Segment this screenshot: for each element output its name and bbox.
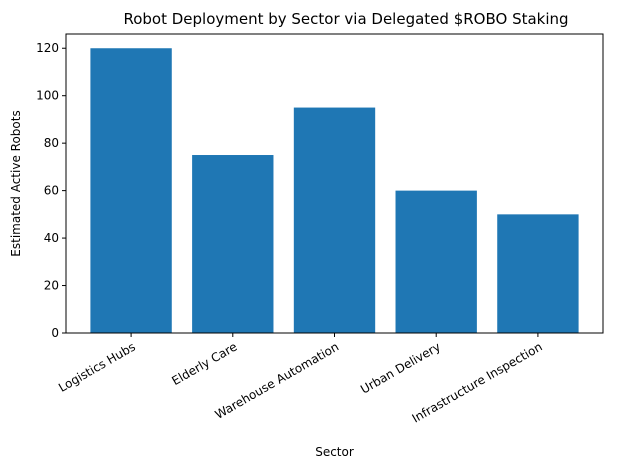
plot-frame bbox=[65, 33, 604, 334]
y-tick-label: 60 bbox=[44, 184, 59, 198]
y-tick-label: 80 bbox=[44, 136, 59, 150]
bar-urban-delivery bbox=[395, 190, 477, 333]
y-tick-label: 100 bbox=[36, 89, 59, 103]
x-tick-label: Elderly Care bbox=[169, 340, 239, 389]
y-tick-label: 120 bbox=[36, 41, 59, 55]
y-tick-label: 0 bbox=[51, 326, 59, 340]
chart-title: Robot Deployment by Sector via Delegated… bbox=[123, 10, 568, 28]
y-tick-label: 20 bbox=[44, 279, 59, 293]
bar-infrastructure-inspection bbox=[497, 214, 579, 333]
y-axis-ticks: 0 20 40 60 80 100 120 bbox=[36, 41, 66, 340]
x-tick-label: Urban Delivery bbox=[358, 340, 443, 397]
y-axis-label: Estimated Active Robots bbox=[9, 110, 23, 256]
bar-elderly-care bbox=[192, 155, 274, 333]
x-tick-label: Logistics Hubs bbox=[56, 340, 138, 395]
bar-warehouse-automation bbox=[293, 107, 376, 333]
bars-group bbox=[90, 48, 579, 334]
bar-logistics-hubs bbox=[90, 48, 172, 334]
y-tick-label: 40 bbox=[44, 231, 59, 245]
x-axis-label: Sector bbox=[315, 445, 354, 459]
